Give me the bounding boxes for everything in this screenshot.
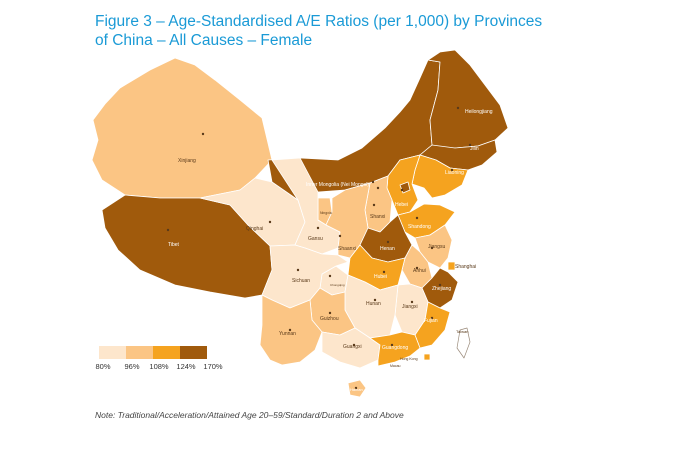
label-fujian: Fujian bbox=[424, 318, 438, 324]
label-heilongjiang: Heilongjiang bbox=[465, 109, 493, 115]
legend-swatch-2 bbox=[126, 346, 153, 359]
label-liaoning: Liaoning bbox=[445, 170, 464, 176]
legend-label-124: 124% bbox=[176, 362, 196, 371]
label-hebei: Hebei bbox=[395, 202, 408, 208]
province-shanghai[interactable] bbox=[447, 261, 456, 271]
figure-title: Figure 3 – Age-Standardised A/E Ratios (… bbox=[95, 13, 543, 49]
label-hong-kong: Hong Kong bbox=[400, 357, 418, 361]
label-hainan: Hainan bbox=[350, 387, 363, 392]
province-heilongjiang[interactable] bbox=[427, 49, 509, 151]
legend-swatches bbox=[99, 346, 239, 359]
legend-label-108: 108% bbox=[149, 362, 169, 371]
label-shanxi: Shanxi bbox=[370, 214, 385, 220]
label-guangdong: Guangdong bbox=[382, 345, 408, 351]
label-ningxia: Ningxia bbox=[320, 211, 332, 215]
label-henan: Henan bbox=[380, 246, 395, 252]
region-hong-kong[interactable] bbox=[423, 353, 431, 361]
legend-labels: 80% 96% 108% 124% 170% bbox=[95, 362, 239, 376]
label-jiangxi: Jiangxi bbox=[402, 304, 418, 310]
province-xinjiang[interactable] bbox=[91, 57, 273, 199]
label-taiwan: Taiwan bbox=[456, 329, 468, 334]
label-jilin: Jilin bbox=[470, 146, 479, 152]
label-tibet: Tibet bbox=[168, 242, 180, 248]
label-anhui: Anhui bbox=[413, 268, 426, 274]
legend-swatch-1 bbox=[99, 346, 126, 359]
label-sichuan: Sichuan bbox=[292, 278, 310, 284]
label-guizhou: Guizhou bbox=[320, 316, 339, 322]
label-yunnan: Yunnan bbox=[279, 331, 296, 337]
province-taiwan[interactable] bbox=[456, 327, 471, 359]
footnote: Note: Traditional/Acceleration/Attained … bbox=[95, 410, 404, 420]
province-shandong[interactable] bbox=[397, 203, 456, 239]
label-chongqing: Chongqing bbox=[330, 283, 345, 287]
province-fujian[interactable] bbox=[414, 301, 451, 349]
label-xinjiang: Xinjiang bbox=[178, 158, 196, 164]
label-gansu: Gansu bbox=[308, 236, 323, 242]
label-qinghai: Qinghai bbox=[246, 226, 263, 232]
legend-swatch-4 bbox=[180, 346, 207, 359]
label-hunan: Hunan bbox=[366, 301, 381, 307]
legend-label-96: 96% bbox=[124, 362, 140, 371]
legend-label-80: 80% bbox=[95, 362, 111, 371]
label-macau: Macau bbox=[390, 364, 401, 368]
color-legend: 80% 96% 108% 124% 170% bbox=[95, 346, 239, 376]
legend-swatch-3 bbox=[153, 346, 180, 359]
label-jiangsu: Jiangsu bbox=[428, 244, 445, 250]
label-hubei: Hubei bbox=[374, 274, 387, 280]
label-shandong: Shandong bbox=[408, 224, 431, 230]
label-zhejiang: Zhejiang bbox=[432, 286, 451, 292]
label-inner-mongolia: Inner Mongolia (Nei Mongol) bbox=[306, 182, 369, 188]
label-shaanxi: Shaanxi bbox=[338, 246, 356, 252]
province-guangdong[interactable] bbox=[369, 331, 421, 367]
label-shanghai: Shanghai bbox=[455, 264, 476, 270]
legend-label-170: 170% bbox=[203, 362, 223, 371]
label-guangxi: Guangxi bbox=[343, 344, 362, 350]
